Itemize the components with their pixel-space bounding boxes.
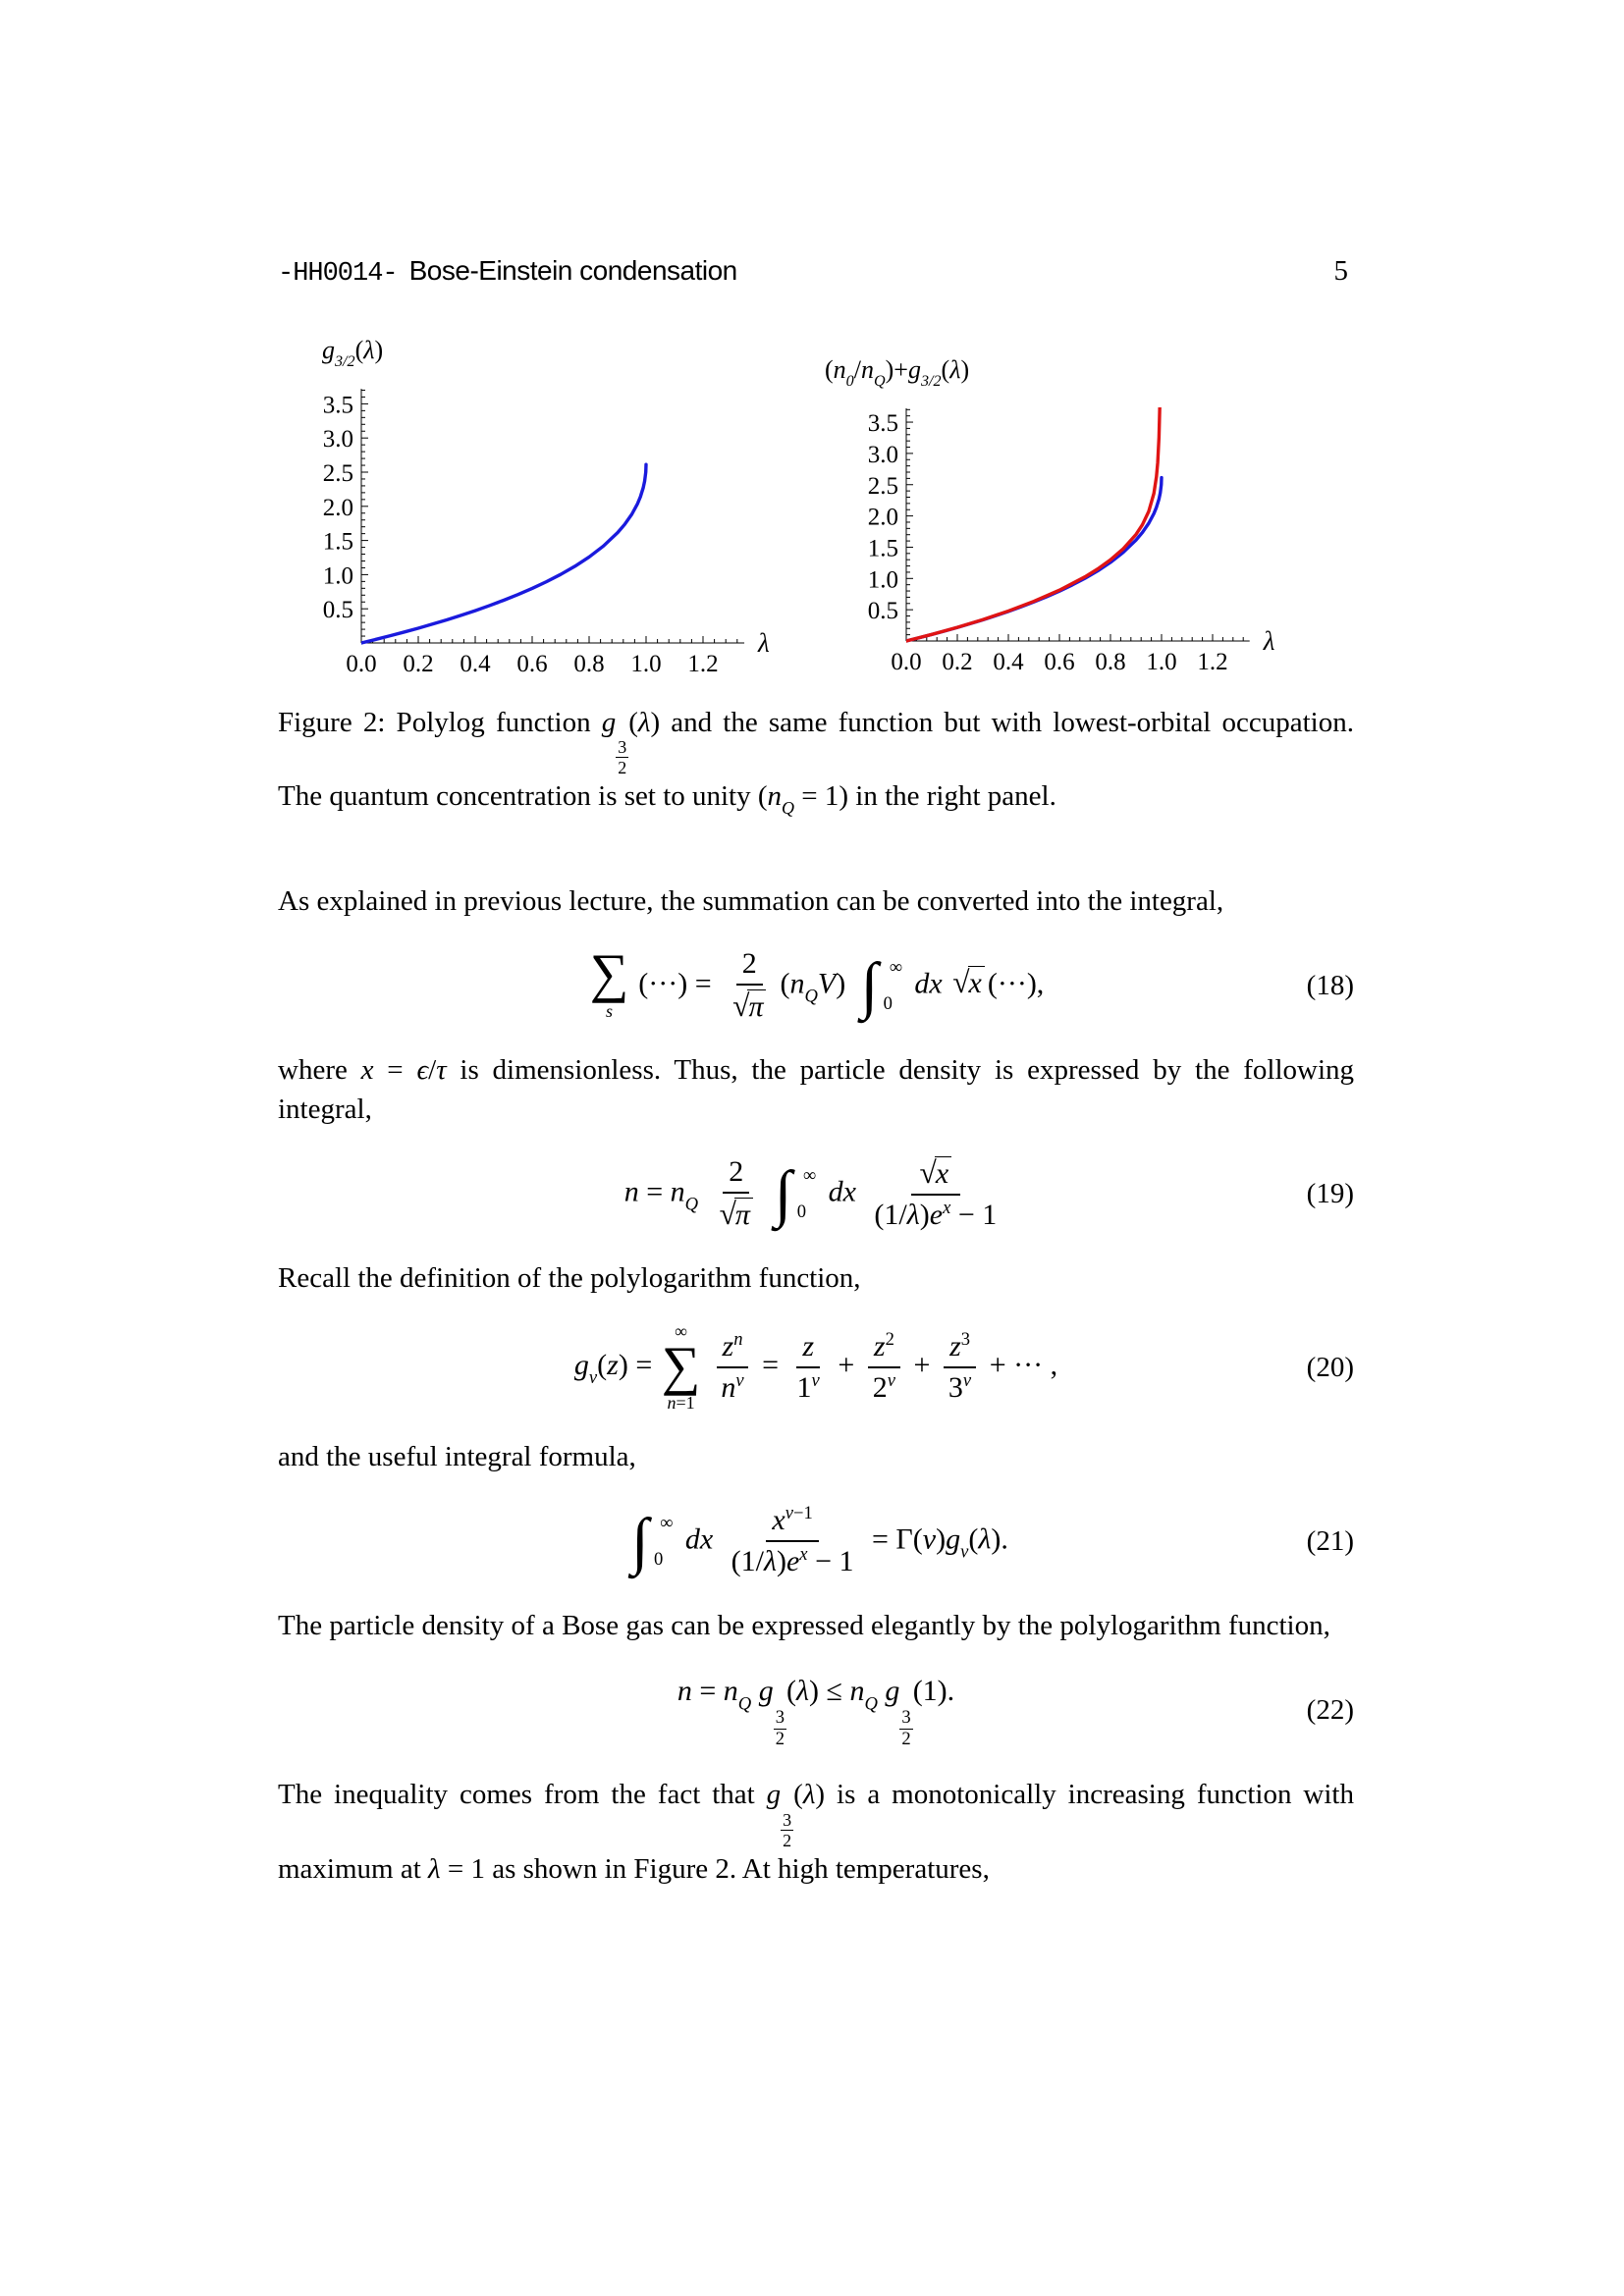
y-tick-label: 3.5 [868,410,898,437]
x-tick-label: 0.2 [403,651,433,677]
right-chart-canvas: 0.0 0.2 0.4 0.6 0.8 1.0 1.2 0.5 1.0 1.5 2.0 2.5 3.0 3… [868,407,1275,675]
equation-content: n = nQ g 3 2 (λ) ≤ nQ g 3 2 (1). [677,1674,955,1749]
x-axis-label: λ [757,628,770,658]
equation-number: (18) [1306,970,1354,1001]
paragraph: The inequality comes from the fact that … [278,1779,1354,1885]
equation-19: n = nQ 2 √π ∫ ∞ 0 dx √x (1/λ)ex − 1 (19) [278,1152,1354,1235]
y-tick-label: 0.5 [323,597,353,623]
x-tick-label: 0.6 [1044,649,1074,675]
y-tick-label: 2.0 [868,505,898,531]
equation-number: (21) [1306,1525,1354,1558]
course-code: -HH0014- [278,259,399,289]
y-tick-label: 3.0 [868,442,898,468]
y-tick-label: 0.5 [868,598,898,624]
figure-caption: Figure 2: Polylog function g 3 2 (λ) and th… [278,707,1354,819]
y-tick-label: 1.5 [323,529,353,556]
right-chart-title: (n0/nQ)+g3/2(λ) [825,355,970,391]
y-tick-label: 2.0 [323,495,353,521]
left-chart-title: g3/2(λ) [322,336,384,371]
equation-number: (19) [1306,1178,1354,1209]
page-header: -HH0014- Bose-Einstein condensation 5 [278,255,1348,289]
x-tick-label: 1.0 [1146,649,1176,675]
x-tick-label: 1.0 [630,651,661,677]
x-tick-label: 0.4 [993,649,1024,675]
y-tick-label: 1.5 [868,535,898,561]
polylog-g32-curve [906,475,1164,643]
x-tick-label: 0.6 [516,651,547,677]
paragraph: As explained in previous lecture, the su… [278,885,1224,917]
x-tick-label: 0.4 [460,651,491,677]
left-chart-canvas: 0.0 0.2 0.4 0.6 0.8 1.0 1.2 0.5 1.0 1.5 2.0 2.5 3.0 3… [323,389,770,677]
g32-plus-condensate-curve [906,407,1162,643]
x-tick-label: 0.8 [573,651,604,677]
equation-20: gν(z) = ∞ ∑ n=1 zn nν = z 1ν + z2 2ν + z3 3ν + … [278,1321,1354,1414]
equation-content: n = nQ 2 √π ∫ ∞ 0 dx √x (1/λ)ex − 1 [623,1154,998,1232]
equation-content: gν(z) = ∞ ∑ n=1 zn nν = z 1ν + z2 2ν + z3 3ν + … [573,1321,1058,1414]
paragraph: The particle density of a Bose gas can b… [278,1610,1330,1642]
equation-content: ∫ ∞ 0 dx xν−1 (1/λ)ex − 1 = Γ(ν)gν(λ). [631,1502,1008,1578]
y-tick-label: 1.0 [868,566,898,593]
y-tick-label: 3.5 [323,392,353,418]
equation-22: n = nQ g 3 2 (λ) ≤ nQ g 3 2 (1). (22) [278,1669,1354,1751]
y-tick-label: 1.0 [323,562,353,589]
equation-18: ∑ s (···) = 2 √π (nQV) ∫ ∞ 0 dx √x (···), (18) [278,944,1354,1027]
paragraph: and the useful integral formula, [278,1441,636,1473]
x-tick-label: 0.0 [346,651,376,677]
equation-number: (22) [1306,1694,1354,1727]
body-text: As explained in previous lecture, the su… [278,881,1354,1889]
x-tick-label: 1.2 [1197,649,1227,675]
x-axis-label: λ [1263,626,1275,656]
paragraph: where x = ϵ/τ is dimensionless. Thus, th… [278,1054,1355,1125]
paragraph: Recall the definition of the polylogarit… [278,1262,861,1294]
page-number: 5 [1333,255,1349,287]
x-tick-label: 0.0 [891,649,921,675]
y-tick-label: 3.0 [323,426,353,453]
equation-content: ∑ s (···) = 2 √π (nQV) ∫ ∞ 0 dx √x (···), [589,944,1045,1024]
equation-number: (20) [1306,1352,1354,1384]
x-tick-label: 0.2 [942,649,972,675]
y-tick-label: 2.5 [323,460,353,487]
y-tick-label: 2.5 [868,473,898,500]
x-tick-label: 1.2 [687,651,718,677]
polylog-chart: g3/2(λ) 0.0 0.2 0.4 0.6 0.8 1.0 1.2 0.5 1.0 1.5 2.… [312,336,784,689]
polylog-g32-curve [361,462,648,645]
x-tick-label: 0.8 [1095,649,1125,675]
page-title: Bose-Einstein condensation [408,255,738,286]
equation-21: ∫ ∞ 0 dx xν−1 (1/λ)ex − 1 = Γ(ν)gν(λ). (21) [278,1500,1354,1582]
occupation-chart: (n0/nQ)+g3/2(λ) 0.0 0.2 0.4 0.6 0.8 1.0 1.2 0.5… [821,355,1322,689]
